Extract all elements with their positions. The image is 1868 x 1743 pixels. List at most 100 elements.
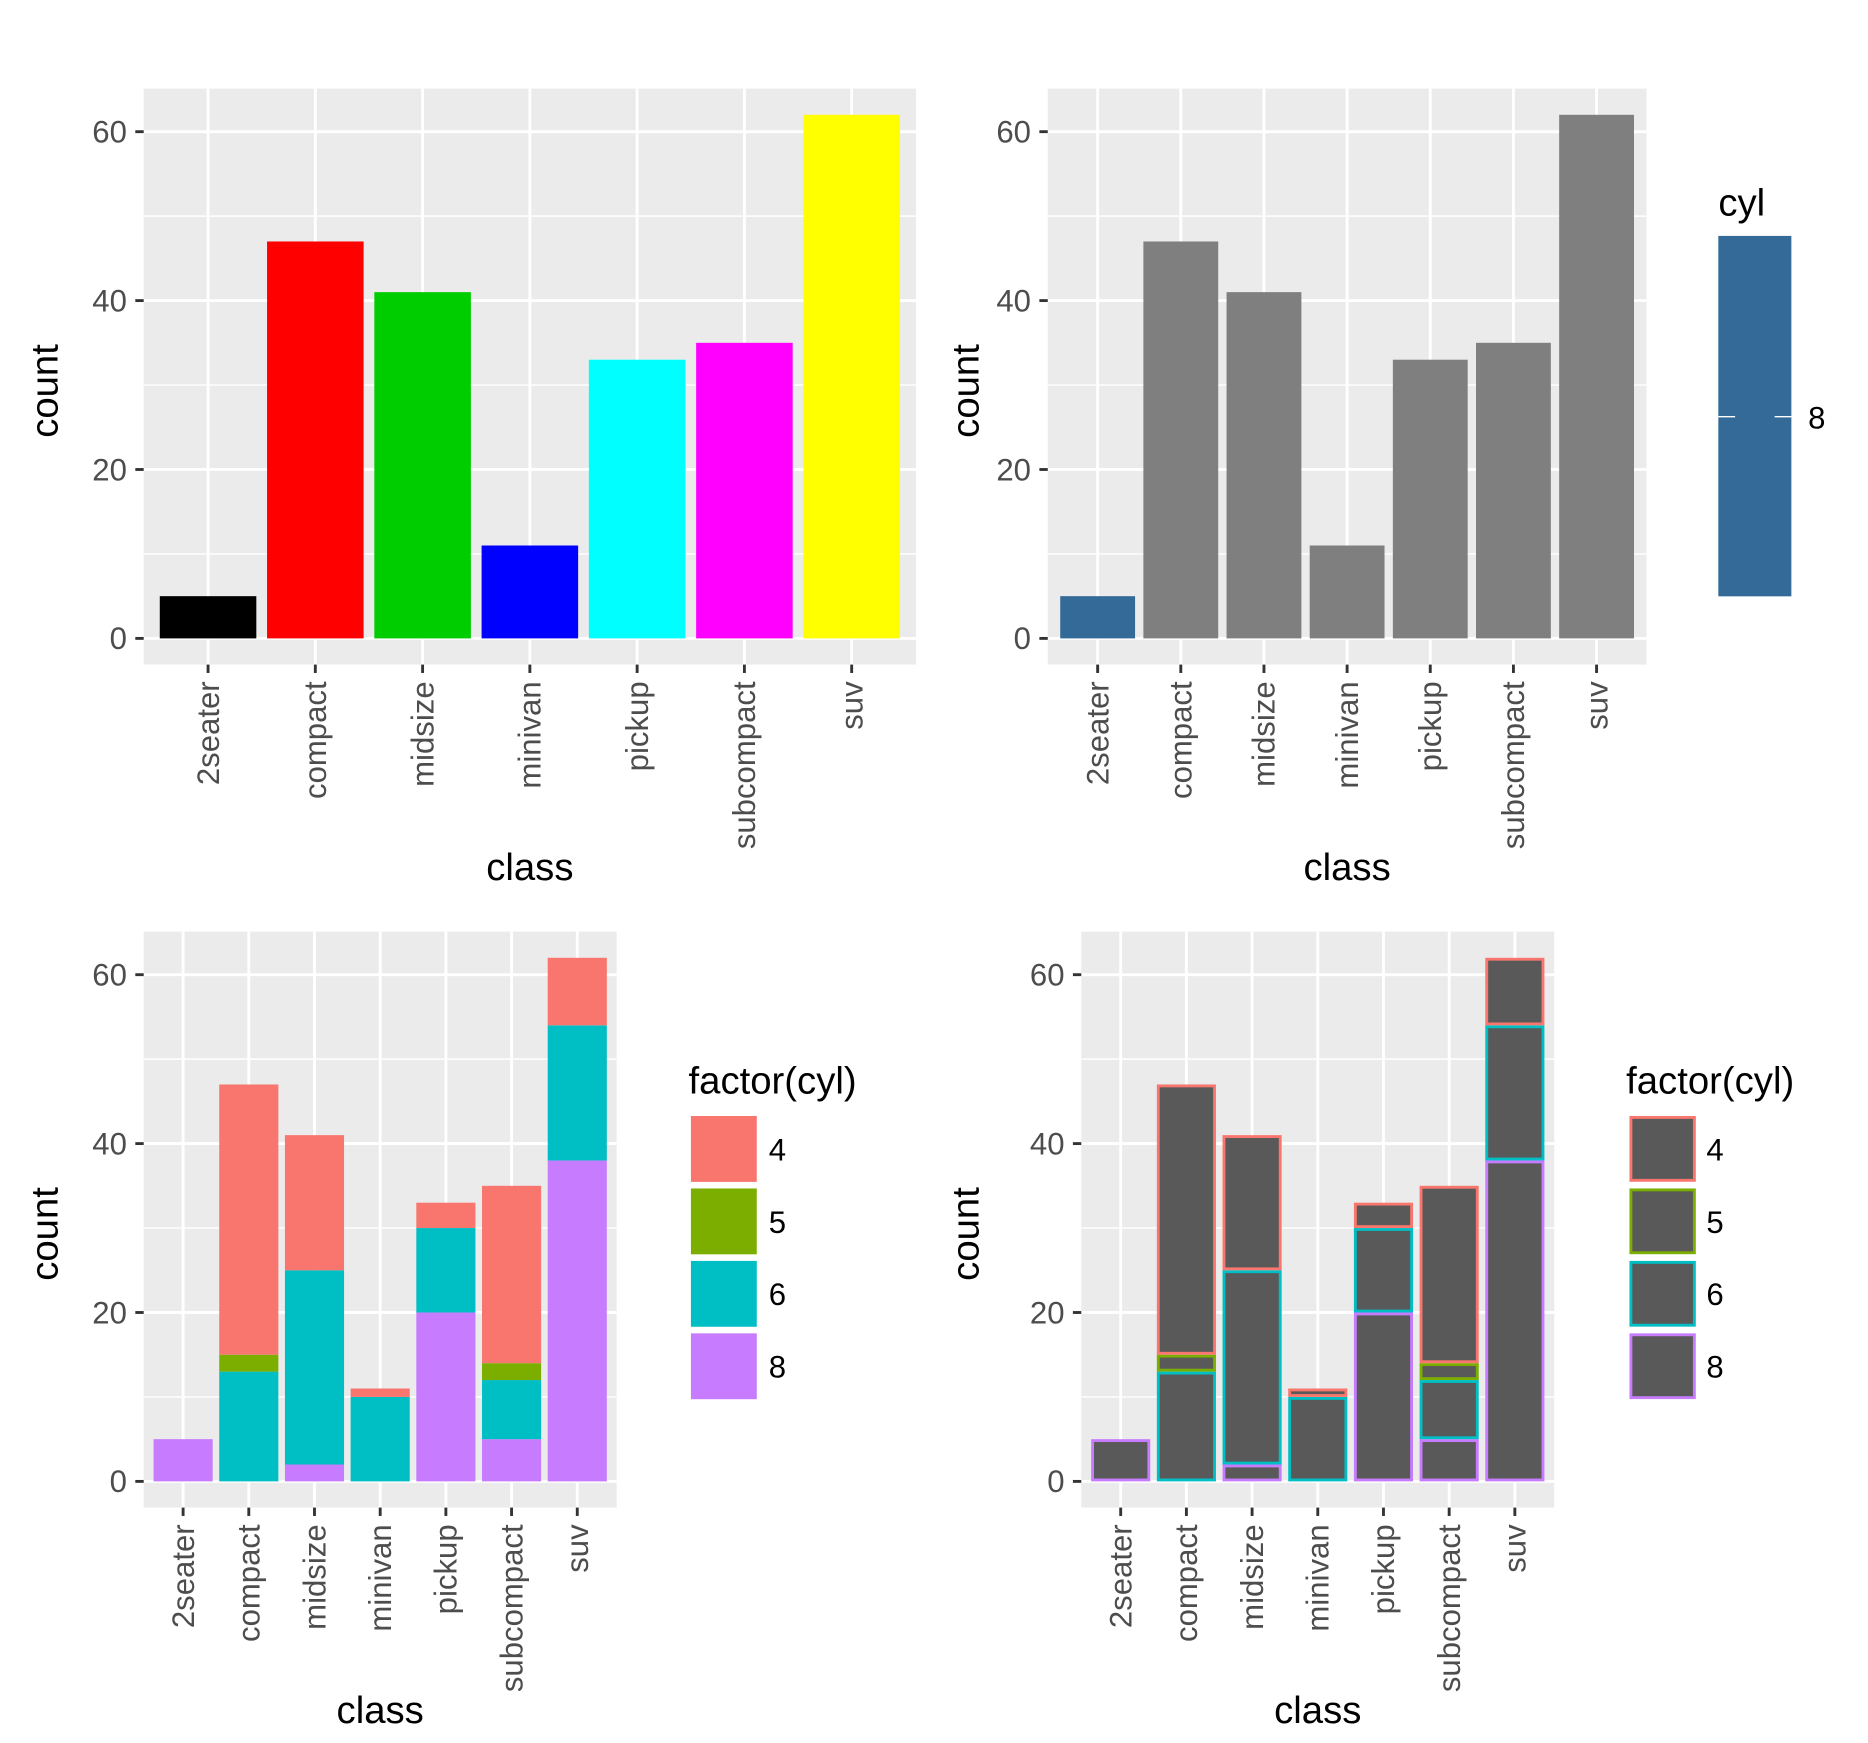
bar-compact — [267, 241, 364, 639]
y-tick-label: 60 — [996, 114, 1031, 149]
bar-segment-minivan-4 — [350, 1388, 410, 1397]
bar-segment-suv-8 — [547, 1160, 607, 1482]
x-axis-title: class — [1303, 846, 1390, 889]
chart-3: 0 20 40 60 2seater compact midsize minivan picku… — [23, 931, 857, 1732]
bar-segment-midsize-6 — [284, 1270, 345, 1465]
bar-segment-compact-6 — [219, 1371, 279, 1482]
legend-key-8 — [1629, 1333, 1696, 1400]
bar-pickup — [588, 359, 686, 639]
legend-label: 8 — [1706, 1350, 1723, 1385]
x-tick-label: compact — [232, 1524, 267, 1642]
x-tick-label: subcompact — [727, 681, 762, 849]
x-tick-label: midsize — [1235, 1524, 1270, 1630]
x-tick-label: subcompact — [1432, 1524, 1467, 1692]
legend-label: 8 — [1808, 401, 1825, 436]
x-tick-label: pickup — [620, 681, 655, 771]
legend-key-8 — [690, 1333, 757, 1400]
x-tick-label: pickup — [1366, 1524, 1401, 1614]
x-tick-label: subcompact — [1496, 681, 1531, 849]
legend-title: cyl — [1718, 182, 1765, 225]
bar-segment-suv-4 — [1485, 957, 1545, 1026]
y-tick-label: 40 — [996, 283, 1031, 318]
x-tick-label: midsize — [1247, 681, 1282, 787]
bar-suv — [1559, 114, 1635, 639]
x-tick-label: 2seater — [1080, 681, 1115, 785]
legend-label: 4 — [1706, 1132, 1723, 1167]
y-axis-title: count — [944, 344, 987, 438]
legend-key-5 — [1629, 1188, 1696, 1255]
bar-subcompact — [1476, 342, 1551, 639]
x-tick-label: compact — [298, 681, 333, 799]
bar-segment-midsize-8 — [1222, 1464, 1282, 1482]
x-axis-title: class — [1274, 1689, 1361, 1732]
bar-minivan — [481, 545, 579, 639]
bar-segment-subcompact-8 — [482, 1439, 542, 1482]
legend-key-4 — [1629, 1116, 1696, 1182]
legend-label: 5 — [1706, 1205, 1723, 1240]
x-tick-label: compact — [1164, 681, 1199, 799]
x-tick-label: pickup — [1413, 681, 1448, 771]
legend-title: factor(cyl) — [689, 1059, 857, 1102]
bar-segment-subcompact-4 — [1419, 1185, 1479, 1364]
chart-1: 0 20 40 60 2seater compact midsize minivan picku… — [23, 88, 917, 889]
legend-key-6 — [690, 1260, 757, 1327]
bar-midsize — [374, 292, 471, 639]
bar-segment-compact-4 — [1156, 1084, 1216, 1355]
bar-midsize — [1226, 292, 1302, 639]
y-tick-label: 0 — [110, 621, 127, 656]
x-tick-label: midsize — [405, 681, 440, 787]
x-axis-title: class — [337, 1689, 424, 1732]
x-tick-label: minivan — [1330, 681, 1365, 788]
bar-segment-suv-6 — [547, 1025, 607, 1161]
x-tick-label: 2seater — [1103, 1524, 1138, 1628]
legend-title: factor(cyl) — [1626, 1059, 1794, 1102]
legend-key-5 — [690, 1188, 757, 1255]
bar-segment-minivan-6 — [350, 1396, 410, 1482]
y-tick-label: 60 — [1030, 957, 1065, 992]
bar-segment-minivan-4 — [1288, 1388, 1348, 1397]
chart-4: 0 20 40 60 2seater compact midsize minivan picku… — [944, 931, 1794, 1732]
bar-segment-pickup-6 — [416, 1228, 476, 1313]
y-tick-label: 20 — [92, 452, 127, 487]
x-tick-label: minivan — [513, 681, 548, 788]
bar-segment-pickup-4 — [416, 1202, 476, 1229]
bar-segment-midsize-4 — [1222, 1135, 1282, 1271]
bar-segment-midsize-4 — [284, 1135, 345, 1271]
bar-compact — [1143, 241, 1219, 639]
bar-segment-minivan-6 — [1288, 1396, 1348, 1482]
bar-segment-2seater-8 — [1091, 1439, 1151, 1482]
y-tick-label: 40 — [92, 1126, 127, 1161]
bar-segment-subcompact-6 — [482, 1380, 542, 1440]
bar-segment-suv-6 — [1485, 1025, 1545, 1161]
bar-segment-subcompact-4 — [482, 1185, 542, 1364]
bar-segment-suv-4 — [547, 957, 607, 1026]
bar-segment-midsize-6 — [1222, 1270, 1282, 1465]
bar-pickup — [1392, 359, 1468, 639]
x-tick-label: 2seater — [166, 1524, 201, 1628]
x-axis-title: class — [486, 846, 573, 889]
y-tick-label: 20 — [92, 1295, 127, 1330]
bar-segment-compact-5 — [1156, 1354, 1216, 1372]
bar-segment-subcompact-5 — [1419, 1363, 1479, 1381]
bar-segment-compact-4 — [219, 1084, 279, 1355]
bar-segment-subcompact-6 — [1419, 1380, 1479, 1440]
bar-segment-pickup-8 — [1353, 1312, 1414, 1482]
bar-2seater — [159, 596, 257, 639]
bar-segment-subcompact-5 — [482, 1363, 542, 1381]
bar-segment-suv-8 — [1485, 1160, 1545, 1482]
y-tick-label: 20 — [996, 452, 1031, 487]
bar-segment-subcompact-8 — [1419, 1439, 1479, 1482]
bar-segment-pickup-4 — [1353, 1202, 1414, 1229]
x-tick-label: suv — [560, 1524, 595, 1573]
legend-label: 6 — [1706, 1277, 1723, 1312]
x-tick-label: minivan — [1301, 1524, 1336, 1631]
y-tick-label: 60 — [92, 114, 127, 149]
x-tick-label: subcompact — [494, 1524, 529, 1692]
x-tick-label: minivan — [363, 1524, 398, 1631]
y-tick-label: 40 — [92, 283, 127, 318]
bar-2seater — [1060, 596, 1136, 639]
x-tick-label: compact — [1169, 1524, 1204, 1642]
legend-key-6 — [1629, 1260, 1696, 1327]
x-tick-label: midsize — [297, 1524, 332, 1630]
